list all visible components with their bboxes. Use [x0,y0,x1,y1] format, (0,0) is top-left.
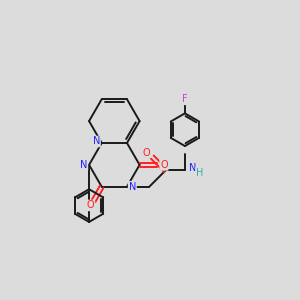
Text: N: N [80,160,87,170]
Text: N: N [129,182,136,192]
Text: F: F [182,94,188,104]
Text: N: N [189,163,196,173]
Text: O: O [87,200,94,210]
Text: N: N [93,136,100,146]
Text: O: O [142,148,150,158]
Text: O: O [160,160,168,170]
Text: H: H [196,168,203,178]
